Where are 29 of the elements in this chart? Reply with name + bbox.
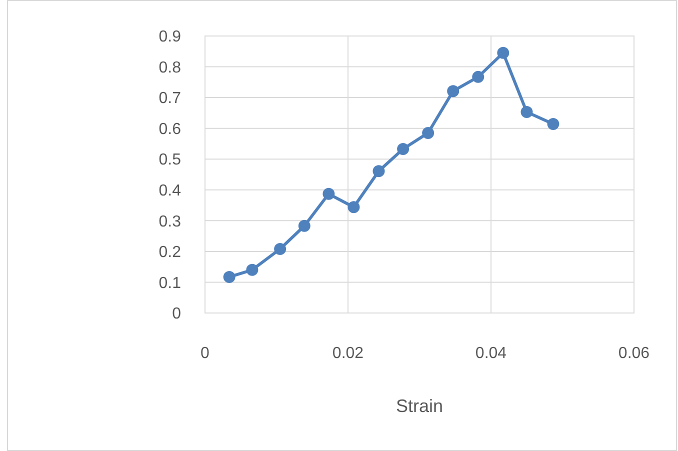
y-tick-label: 0.2 (158, 244, 182, 262)
y-tick-label: 0.8 (158, 59, 182, 76)
x-tick-label: 0.02 (332, 345, 364, 362)
point (322, 188, 335, 200)
x-tick-label: 0.04 (475, 345, 507, 362)
y-tick-label: 0 (172, 306, 182, 323)
y-tick-label: 0.6 (158, 120, 182, 138)
point (520, 106, 533, 118)
x-tick-label: 0 (200, 345, 210, 362)
y-tick-label: 0.5 (158, 152, 182, 169)
point (372, 165, 385, 178)
point (246, 264, 258, 276)
x-tick-label: 0.06 (618, 345, 650, 362)
point (397, 142, 410, 155)
point (274, 242, 286, 255)
point (472, 70, 484, 83)
point (223, 270, 236, 283)
y-tick-label: 0.1 (158, 274, 182, 292)
x-axis-title: Strain (396, 396, 444, 416)
y-tick-label: 0.3 (158, 213, 182, 230)
y-tick-label: 0.4 (158, 182, 182, 200)
point (422, 126, 434, 139)
point (298, 220, 310, 232)
y-tick-label: 0.9 (158, 28, 182, 46)
point (447, 85, 460, 98)
y-tick-label: 0.7 (158, 90, 182, 108)
point (497, 46, 510, 59)
point (547, 118, 560, 130)
point (348, 201, 360, 214)
